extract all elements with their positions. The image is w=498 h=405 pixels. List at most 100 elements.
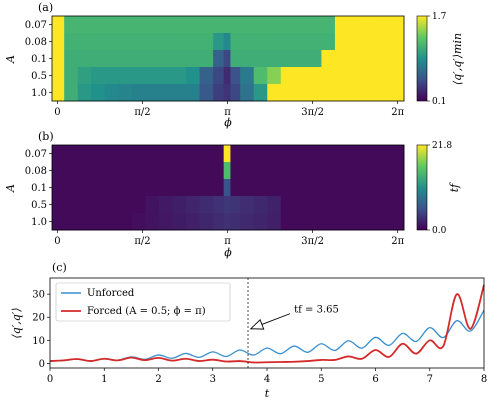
heatmap-cell-A1.0-col14 bbox=[230, 84, 241, 102]
heatmap-cell-A1.0-col12 bbox=[213, 84, 225, 102]
heatmap-cell-A0.1-col0 bbox=[52, 50, 65, 68]
heatmap-cell-A0.08-col16 bbox=[253, 162, 268, 180]
heatmap-cell-A0.08-col9 bbox=[172, 162, 187, 180]
heatmap-cell-A0.07-col20 bbox=[307, 145, 322, 163]
heatmap-cell-A0.5-col24 bbox=[362, 67, 376, 85]
heatmap-cell-A0.08-col15 bbox=[240, 33, 255, 51]
heatmap-cell-A0.08-col17 bbox=[267, 162, 282, 180]
heatmap-cell-A1.0-col8 bbox=[158, 84, 173, 102]
colorbar-b bbox=[416, 144, 428, 231]
heatmap-cell-A0.5-col2 bbox=[77, 67, 92, 85]
heatmap-cell-A0.07-col22 bbox=[334, 145, 349, 163]
heatmap-cell-A0.5-col0 bbox=[52, 67, 65, 85]
heatmap-cell-A1.0-col10 bbox=[186, 213, 200, 231]
heatmap-cell-A0.1-col18 bbox=[280, 50, 295, 68]
heatmap-cell-A1.0-col15 bbox=[240, 213, 255, 231]
heatmap-cell-A1.0-col17 bbox=[267, 84, 282, 102]
heatmap-cell-A0.07-col12 bbox=[213, 145, 225, 163]
heatmap-cell-A0.5-col16 bbox=[253, 67, 268, 85]
heatmap-cell-A0.07-col3 bbox=[91, 16, 106, 34]
heatmap-cell-A0.07-col19 bbox=[294, 16, 309, 34]
heatmap-cell-A0.5-col7 bbox=[145, 67, 160, 85]
heatmap-cell-A0.08-col12 bbox=[213, 33, 225, 51]
heatmap-cell-A0.08-col18 bbox=[280, 162, 295, 180]
heatmap-cell-A0.5-col11 bbox=[199, 196, 214, 214]
heatmap-cell-A1.0-col5 bbox=[118, 84, 133, 102]
heatmap-cell-A1.0-col21 bbox=[321, 213, 336, 231]
heatmap-cell-A0.08-col18 bbox=[280, 33, 295, 51]
heatmap-cell-A0.07-col25 bbox=[375, 16, 391, 34]
heatmap-cell-A1.0-col9 bbox=[172, 213, 187, 231]
heatmap-cell-A0.1-col17 bbox=[267, 179, 282, 197]
legend: Unforced Forced (A = 0.5; ϕ = π) bbox=[55, 282, 231, 322]
x-tick-label: 3π/2 bbox=[301, 107, 324, 118]
x-tick-label: 7 bbox=[427, 374, 433, 385]
heatmap-cell-A0.07-col9 bbox=[172, 145, 187, 163]
heatmap-cell-A0.08-col3 bbox=[91, 33, 106, 51]
heatmap-cell-A0.07-col16 bbox=[253, 145, 268, 163]
x-tick-label: 1 bbox=[101, 374, 107, 385]
heatmap-cell-A1.0-col4 bbox=[104, 213, 119, 231]
heatmap-cell-A0.08-col20 bbox=[307, 33, 322, 51]
y-tick-label: 30 bbox=[32, 290, 45, 301]
heatmap-b-cells bbox=[52, 145, 405, 231]
heatmap-cell-A0.1-col10 bbox=[186, 179, 200, 197]
heatmap-cell-A0.1-col21 bbox=[321, 179, 336, 197]
heatmap-cell-A1.0-col19 bbox=[294, 213, 309, 231]
heatmap-cell-A0.1-col19 bbox=[294, 50, 309, 68]
panel-b: (b) 0 π/2 π 3π/2 2π 0.07 0.08 0.1 0.5 1.0 ϕ A 21… bbox=[4, 130, 461, 259]
heatmap-cell-A1.0-col26 bbox=[389, 213, 405, 231]
heatmap-cell-A0.1-col25 bbox=[375, 179, 391, 197]
line-chart-y-ticks: 0 10 20 30 bbox=[32, 290, 50, 370]
heatmap-cell-A0.07-col14 bbox=[230, 16, 241, 34]
heatmap-cell-A0.07-col11 bbox=[199, 145, 214, 163]
heatmap-cell-A1.0-col21 bbox=[321, 84, 336, 102]
heatmap-cell-A1.0-col3 bbox=[91, 213, 106, 231]
heatmap-cell-A0.5-col3 bbox=[91, 196, 106, 214]
y-tick-label: 0.07 bbox=[25, 149, 47, 160]
heatmap-cell-A0.1-col16 bbox=[253, 179, 268, 197]
series-line-forced bbox=[49, 284, 485, 364]
line-chart-plot bbox=[49, 284, 485, 364]
x-tick-label: 8 bbox=[481, 374, 487, 385]
heatmap-cell-A0.08-col24 bbox=[362, 162, 376, 180]
heatmap-cell-A0.08-col26 bbox=[389, 33, 405, 51]
heatmap-cell-A1.0-col13 bbox=[223, 84, 231, 102]
y-tick-label: 0.1 bbox=[31, 183, 47, 194]
heatmap-cell-A0.08-col3 bbox=[91, 162, 106, 180]
heatmap-cell-A0.5-col20 bbox=[307, 67, 322, 85]
heatmap-cell-A0.1-col23 bbox=[348, 50, 363, 68]
heatmap-cell-A0.1-col16 bbox=[253, 50, 268, 68]
x-tick-label: π/2 bbox=[134, 236, 150, 247]
heatmap-cell-A0.5-col15 bbox=[240, 67, 255, 85]
heatmap-cell-A0.07-col17 bbox=[267, 145, 282, 163]
heatmap-cell-A0.08-col9 bbox=[172, 33, 187, 51]
heatmap-cell-A0.08-col4 bbox=[104, 33, 119, 51]
heatmap-cell-A0.5-col8 bbox=[158, 67, 173, 85]
heatmap-cell-A0.1-col20 bbox=[307, 179, 322, 197]
heatmap-cell-A0.1-col4 bbox=[104, 179, 119, 197]
heatmap-cell-A1.0-col15 bbox=[240, 84, 255, 102]
heatmap-cell-A0.07-col21 bbox=[321, 145, 336, 163]
heatmap-cell-A0.08-col12 bbox=[213, 162, 225, 180]
heatmap-cell-A0.1-col20 bbox=[307, 50, 322, 68]
heatmap-cell-A0.08-col25 bbox=[375, 162, 391, 180]
y-tick-label: 0.5 bbox=[31, 71, 47, 82]
y-tick-label: 10 bbox=[32, 336, 45, 347]
x-tick-label: π bbox=[224, 107, 231, 118]
panel-c: (c) 0 1 2 3 4 5 6 7 8 0 10 20 30 t ⟨q′,q′⟩ tf = 3.6… bbox=[10, 261, 487, 400]
colorbar-a-max-label: 1.7 bbox=[432, 12, 447, 22]
heatmap-cell-A0.1-col15 bbox=[240, 50, 255, 68]
heatmap-cell-A0.1-col12 bbox=[213, 50, 225, 68]
heatmap-cell-A0.1-col19 bbox=[294, 179, 309, 197]
tf-annotation: tf = 3.65 bbox=[249, 305, 339, 330]
heatmap-cell-A0.08-col10 bbox=[186, 162, 200, 180]
heatmap-cell-A0.08-col1 bbox=[64, 33, 79, 51]
heatmap-cell-A0.07-col3 bbox=[91, 145, 106, 163]
line-chart-ylabel: ⟨q′,q′⟩ bbox=[10, 307, 23, 338]
heatmap-cell-A0.1-col5 bbox=[118, 179, 133, 197]
heatmap-cell-A0.5-col10 bbox=[186, 67, 200, 85]
heatmap-cell-A1.0-col1 bbox=[64, 84, 79, 102]
heatmap-cell-A0.1-col13 bbox=[223, 179, 231, 197]
heatmap-cell-A0.1-col4 bbox=[104, 50, 119, 68]
